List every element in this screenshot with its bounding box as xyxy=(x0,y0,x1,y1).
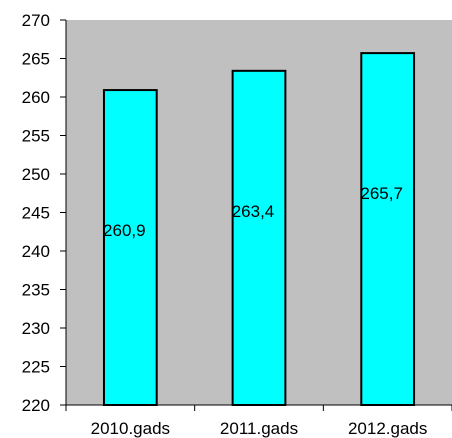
x-tick-label: 2010.gads xyxy=(91,419,170,438)
y-tick-label: 270 xyxy=(22,11,50,30)
y-axis: 220 225 230 235 240 245 250 255 260 265 270 xyxy=(22,11,67,415)
data-label: 263,4 xyxy=(232,202,275,221)
y-tick-label: 265 xyxy=(22,50,50,69)
y-tick-label: 225 xyxy=(22,358,50,377)
y-tick-label: 250 xyxy=(22,165,50,184)
x-tick-label: 2011.gads xyxy=(220,419,298,438)
bar xyxy=(231,69,287,406)
bar xyxy=(102,89,158,406)
x-axis: 2010.gads 2011.gads 2012.gads xyxy=(65,404,452,438)
bar xyxy=(360,52,416,407)
x-tick-label: 2012.gads xyxy=(348,419,427,438)
data-label: 265,7 xyxy=(360,184,403,203)
y-tick-label: 255 xyxy=(22,127,50,146)
y-tick-label: 260 xyxy=(22,88,50,107)
y-tick-label: 230 xyxy=(22,319,50,338)
y-tick-label: 245 xyxy=(22,204,50,223)
data-labels: 260,9 263,4 265,7 xyxy=(103,184,403,240)
data-label: 260,9 xyxy=(103,221,146,240)
bars xyxy=(102,52,416,407)
y-tick-label: 235 xyxy=(22,281,50,300)
y-tick-label: 240 xyxy=(22,242,50,261)
y-tick-label: 220 xyxy=(22,396,50,415)
